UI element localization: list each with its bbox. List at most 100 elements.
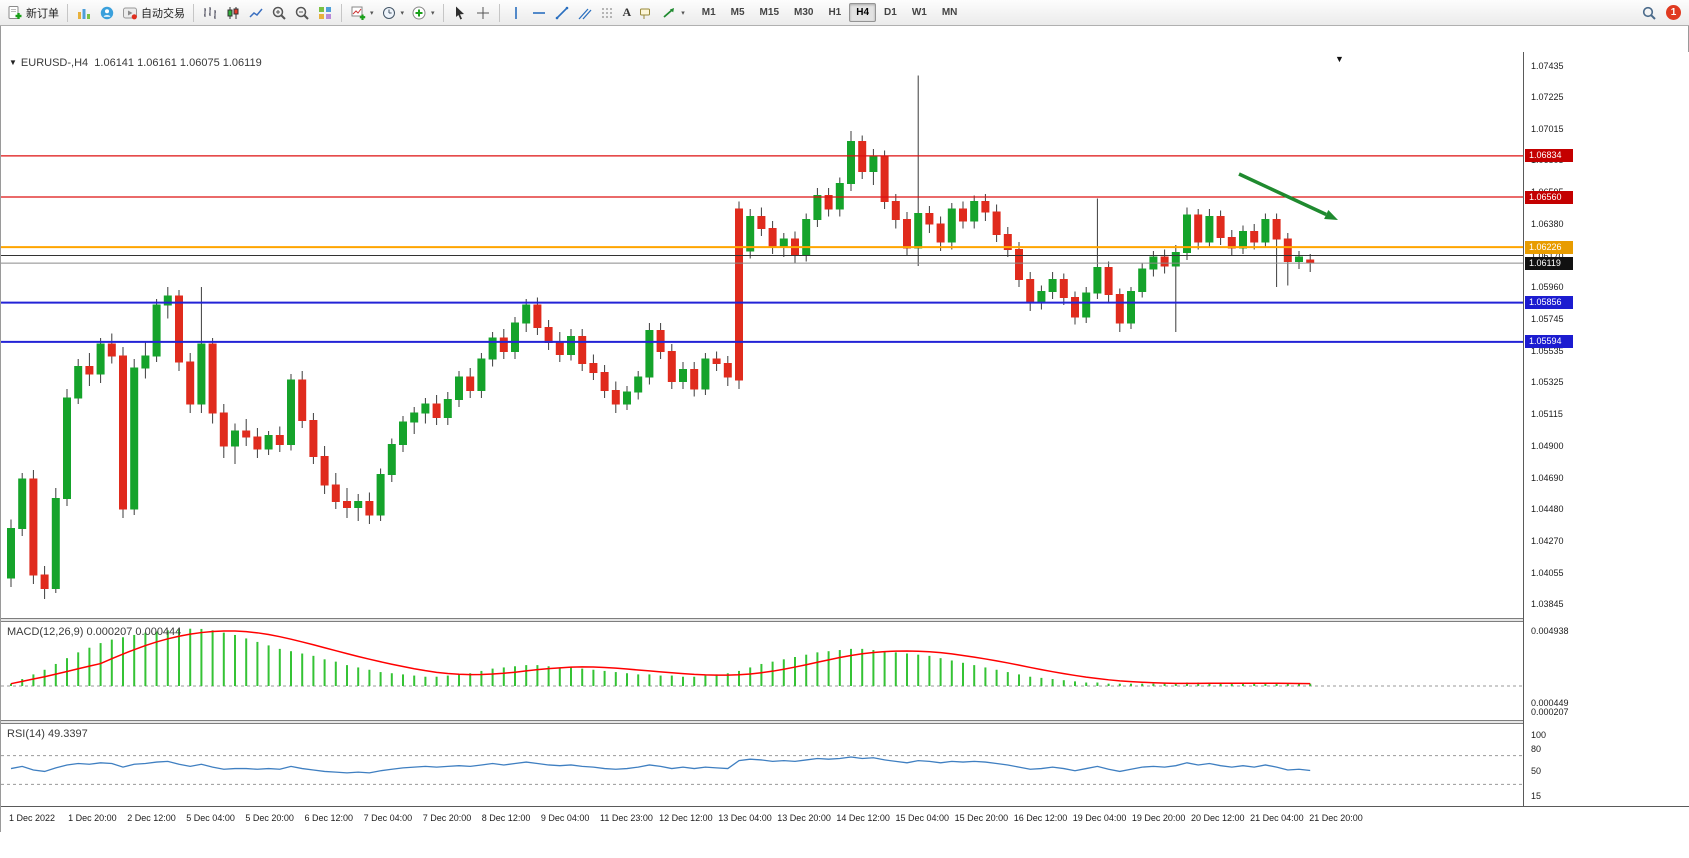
- trend-arrow: [1238, 172, 1327, 217]
- candle-body: [298, 379, 307, 421]
- price-axis-label: 1.07015: [1531, 123, 1564, 134]
- period-button[interactable]: ▾: [378, 2, 408, 24]
- time-axis-label: 11 Dec 23:00: [600, 813, 653, 823]
- line-chart-mode-button[interactable]: [245, 2, 267, 24]
- macd-histogram-bar: [1062, 680, 1065, 686]
- macd-histogram-bar: [894, 652, 897, 686]
- macd-histogram-bar: [346, 665, 348, 686]
- vertical-line-icon: [508, 5, 524, 21]
- candle-body: [231, 430, 239, 447]
- auto-trading-icon: [122, 5, 138, 21]
- time-axis-label: 1 Dec 2022: [9, 813, 56, 823]
- macd-histogram-bar: [222, 632, 225, 686]
- macd-histogram-bar: [155, 631, 158, 686]
- candle-body: [936, 223, 945, 243]
- panel-splitter[interactable]: [1, 618, 1689, 622]
- timeframe-button-d1[interactable]: D1: [884, 7, 897, 18]
- new-order-button[interactable]: 新订单: [4, 2, 62, 24]
- zoom-out-icon: [294, 5, 310, 21]
- macd-histogram-bar: [1253, 683, 1256, 686]
- vertical-line-tool-button[interactable]: [505, 2, 527, 24]
- macd-histogram-bar: [726, 673, 729, 686]
- macd-histogram-bar: [715, 674, 718, 686]
- search-button[interactable]: [1638, 2, 1660, 24]
- time-axis-label: 15 Dec 20:00: [954, 813, 1009, 823]
- timeframe-button-h4[interactable]: H4: [849, 3, 877, 22]
- label-tool-button[interactable]: [635, 2, 657, 24]
- candle-body: [275, 435, 284, 445]
- macd-histogram-bar: [1107, 683, 1110, 686]
- text-tool-button[interactable]: A: [620, 2, 635, 24]
- timeframe-button-m15[interactable]: M15: [759, 7, 779, 18]
- rsi-line: [10, 756, 1311, 774]
- price-axis-label: 1.04900: [1531, 441, 1564, 451]
- time-axis-label: 19 Dec 04:00: [1072, 813, 1127, 823]
- macd-histogram-bar: [1051, 679, 1054, 686]
- macd-histogram-bar: [1264, 683, 1267, 686]
- macd-histogram-bar: [928, 655, 931, 686]
- macd-histogram-bar: [1242, 683, 1244, 686]
- macd-histogram-bar: [603, 670, 606, 686]
- timeframe-button-h1[interactable]: H1: [828, 7, 842, 18]
- rsi-axis-label: 15: [1531, 790, 1542, 801]
- new-order-label: 新订单: [26, 7, 59, 20]
- candle-body: [690, 369, 699, 390]
- macd-histogram-bar: [827, 651, 830, 686]
- cursor-tool-button[interactable]: [449, 2, 471, 24]
- tile-windows-button[interactable]: [314, 2, 336, 24]
- trendline-tool-button[interactable]: [551, 2, 573, 24]
- macd-histogram-bar: [984, 667, 987, 686]
- timeframe-button-m5[interactable]: M5: [730, 7, 745, 18]
- candlestick-mode-button[interactable]: [222, 2, 244, 24]
- macd-histogram-bar: [648, 674, 651, 686]
- candle-body: [847, 141, 855, 184]
- channel-tool-button[interactable]: [574, 2, 596, 24]
- price-badge: 1.05856: [1525, 296, 1573, 310]
- timeframe-button-m30[interactable]: M30: [794, 7, 814, 18]
- new-chart-button[interactable]: ▾: [347, 2, 377, 24]
- macd-histogram-bar: [581, 668, 584, 686]
- market-watch-icon: [76, 5, 92, 21]
- time-axis[interactable]: 1 Dec 2022 1 Dec 20:00 2 Dec 12:00 5 Dec 04…: [1, 806, 1689, 832]
- timeframe-button-m1[interactable]: M1: [701, 7, 716, 18]
- rsi-indicator-canvas[interactable]: [1, 724, 1523, 806]
- candle-body: [175, 295, 183, 363]
- candle-body: [208, 343, 217, 414]
- macd-histogram-bar: [1208, 682, 1211, 686]
- scroll-end-marker-icon[interactable]: ▼: [1335, 54, 1344, 64]
- auto-trading-button[interactable]: 自动交易: [119, 2, 188, 24]
- timeframe-button-w1[interactable]: W1: [911, 7, 927, 18]
- arrows-tool-button[interactable]: ▾: [658, 2, 688, 24]
- candle-body: [925, 213, 934, 225]
- price-axis-label: 1.03845: [1531, 599, 1564, 610]
- candle-body: [1048, 279, 1057, 292]
- tile-windows-icon: [317, 5, 333, 21]
- market-watch-button[interactable]: [73, 2, 95, 24]
- indicators-button[interactable]: ▾: [408, 2, 438, 24]
- notification-badge[interactable]: 1: [1666, 5, 1681, 20]
- fibonacci-tool-button[interactable]: [597, 2, 619, 24]
- time-axis-label: 21 Dec 04:00: [1250, 813, 1304, 823]
- zoom-out-button[interactable]: [291, 2, 313, 24]
- macd-histogram-bar: [1230, 683, 1233, 686]
- symbol-dropdown-icon[interactable]: ▼: [9, 58, 17, 67]
- macd-histogram-bar: [570, 667, 572, 686]
- price-chart-canvas[interactable]: [1, 52, 1523, 618]
- price-axis[interactable]: 1.074351.072251.070151.068051.065951.063…: [1523, 52, 1689, 806]
- timeframe-button-mn[interactable]: MN: [941, 7, 958, 18]
- separator: [442, 3, 444, 22]
- candle-body: [1015, 249, 1023, 280]
- candle-body: [1295, 256, 1303, 262]
- candle-body: [18, 478, 27, 529]
- macd-histogram-bar: [693, 676, 696, 686]
- macd-indicator-canvas[interactable]: [1, 622, 1523, 720]
- macd-histogram-bar: [838, 650, 841, 686]
- candle-body: [835, 183, 844, 210]
- macd-histogram-bar: [256, 641, 259, 686]
- panel-splitter[interactable]: [1, 720, 1689, 724]
- horizontal-line-tool-button[interactable]: [528, 2, 550, 24]
- crosshair-tool-button[interactable]: [472, 2, 494, 24]
- zoom-in-button[interactable]: [268, 2, 290, 24]
- bar-chart-mode-button[interactable]: [199, 2, 221, 24]
- community-button[interactable]: [96, 2, 118, 24]
